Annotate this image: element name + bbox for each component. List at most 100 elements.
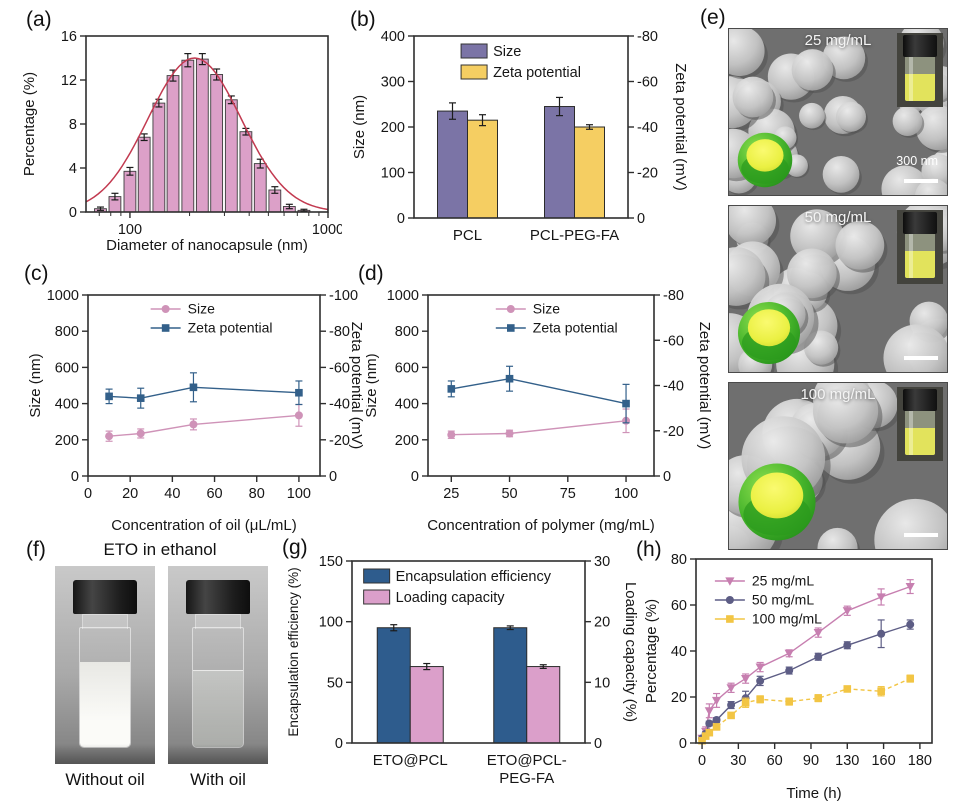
svg-text:Percentage (%): Percentage (%) [21, 72, 38, 176]
photo-without-oil [55, 566, 155, 764]
svg-text:-40: -40 [663, 379, 684, 395]
svg-text:400: 400 [55, 397, 79, 413]
svg-text:400: 400 [395, 397, 419, 413]
svg-text:10: 10 [594, 675, 610, 691]
svg-text:200: 200 [381, 120, 405, 136]
svg-text:4: 4 [69, 161, 77, 177]
panel-c-label: (c) [24, 262, 49, 285]
svg-text:0: 0 [637, 211, 645, 227]
scale-bar-line [904, 356, 938, 360]
svg-text:100 mg/mL: 100 mg/mL [752, 611, 822, 627]
caption-without-oil: Without oil [65, 770, 145, 789]
svg-text:0: 0 [679, 736, 687, 752]
vial-glass-highlight [909, 57, 913, 101]
svg-text:100: 100 [118, 222, 142, 238]
svg-text:Size: Size [533, 301, 560, 317]
svg-text:Percentage (%): Percentage (%) [643, 599, 660, 703]
vial-cap [903, 35, 937, 57]
svg-text:Size (nm): Size (nm) [366, 353, 380, 417]
svg-text:0: 0 [698, 753, 706, 769]
svg-text:20: 20 [671, 690, 687, 706]
svg-text:800: 800 [395, 324, 419, 340]
panel-c-oil-concentration-line-chart: 0 200 400 600 800 1000 0 -20 -40 -60 -80 -100 0 20 40 6… [20, 258, 378, 538]
vial-inset [897, 33, 943, 107]
svg-text:-80: -80 [329, 324, 350, 340]
svg-text:Zeta potential: Zeta potential [493, 65, 581, 81]
svg-text:Concentration of polymer (mg/m: Concentration of polymer (mg/mL) [427, 517, 655, 534]
svg-text:90: 90 [803, 753, 819, 769]
sem-image-stack: 25 mg/mL 300 nm 50 mg/mL 100 mg/mL [728, 28, 948, 559]
svg-text:Size: Size [188, 301, 215, 317]
svg-text:1000: 1000 [312, 222, 342, 238]
svg-text:400: 400 [381, 29, 405, 45]
svg-text:Size: Size [493, 44, 521, 60]
sem-image-100mg: 100 mg/mL [728, 382, 948, 550]
panel-d-label: (d) [358, 262, 384, 285]
nanocapsule-schematic-icon [737, 132, 793, 188]
scale-bar-line [904, 179, 938, 183]
svg-text:-80: -80 [663, 288, 684, 304]
vial-body [905, 57, 935, 101]
panel-f-label: (f) [26, 538, 46, 561]
photo-vial-cap [186, 579, 250, 614]
panel-e-label: (e) [700, 6, 726, 29]
svg-text:800: 800 [55, 324, 79, 340]
svg-text:0: 0 [594, 736, 602, 752]
nanocapsule-schematic-icon [737, 301, 801, 365]
eto-ethanol-title: ETO in ethanol [103, 540, 217, 559]
scale-bar [904, 522, 938, 542]
svg-text:300: 300 [381, 75, 405, 91]
vial-body [905, 234, 935, 278]
photo-vial-neck [82, 613, 128, 630]
photo-vial-clear-liquid [193, 670, 243, 748]
panel-a-label: (a) [26, 8, 52, 31]
vial-liquid [905, 250, 935, 278]
svg-text:Loading capacity (%): Loading capacity (%) [622, 582, 639, 722]
panel-h-label: (h) [636, 538, 662, 561]
svg-text:100: 100 [319, 615, 343, 631]
svg-text:Zeta potential: Zeta potential [188, 320, 273, 336]
svg-text:0: 0 [663, 469, 671, 485]
svg-text:-60: -60 [329, 360, 350, 376]
panel-h-release-profile-line-chart: 0 20 40 60 80 0 30 60 90 130 160 180 Percentage (%) T… [640, 534, 955, 806]
svg-text:25: 25 [443, 486, 459, 502]
vial-liquid [905, 427, 935, 455]
vial-inset [897, 210, 943, 284]
svg-text:12: 12 [61, 73, 77, 89]
photo-vial-body [192, 627, 244, 749]
panel-b-size-zeta-bar-chart: PCL PCL-PEG-FA 0 100 200 300 400 0 -20 -40 -60 -80 S… [346, 6, 698, 258]
svg-text:0: 0 [329, 469, 337, 485]
svg-text:600: 600 [55, 360, 79, 376]
svg-text:Time (h): Time (h) [786, 785, 841, 802]
panel-d-polymer-concentration-line-chart: 0 200 400 600 800 1000 0 -20 -40 -60 -80 25 50 75 100 S… [366, 258, 718, 538]
svg-text:Zeta potential (mV): Zeta potential (mV) [696, 322, 713, 450]
svg-text:50 mg/mL: 50 mg/mL [752, 592, 814, 608]
sem-image-50mg: 50 mg/mL [728, 205, 948, 373]
photo-vial-neck [195, 613, 241, 630]
vial-cap [903, 212, 937, 234]
panel-a-size-distribution-histogram: 0 4 8 12 16 100 1000 Percentage (%) Diameter of … [18, 6, 342, 258]
svg-text:PEG-FA: PEG-FA [499, 770, 554, 787]
svg-text:1000: 1000 [387, 288, 419, 304]
svg-text:Encapsulation efficiency (%): Encapsulation efficiency (%) [286, 567, 301, 736]
vial-glass-highlight [909, 234, 913, 278]
svg-text:50: 50 [327, 675, 343, 691]
caption-with-oil: With oil [190, 770, 246, 789]
scale-bar: 300 nm [896, 154, 938, 188]
svg-text:0: 0 [84, 486, 92, 502]
svg-text:Zeta potential: Zeta potential [533, 320, 618, 336]
svg-text:160: 160 [871, 753, 895, 769]
scale-bar-line [904, 533, 938, 537]
svg-text:20: 20 [122, 486, 138, 502]
sem-concentration-label: 50 mg/mL [804, 209, 872, 226]
svg-text:30: 30 [730, 753, 746, 769]
svg-text:100: 100 [381, 166, 405, 182]
svg-text:-100: -100 [329, 288, 358, 304]
svg-text:1000: 1000 [47, 288, 79, 304]
svg-text:-80: -80 [637, 29, 658, 45]
photo-vial-body [79, 627, 131, 749]
vial-cap [903, 389, 937, 411]
sem-concentration-label: 25 mg/mL [804, 32, 872, 49]
svg-text:20: 20 [594, 615, 610, 631]
